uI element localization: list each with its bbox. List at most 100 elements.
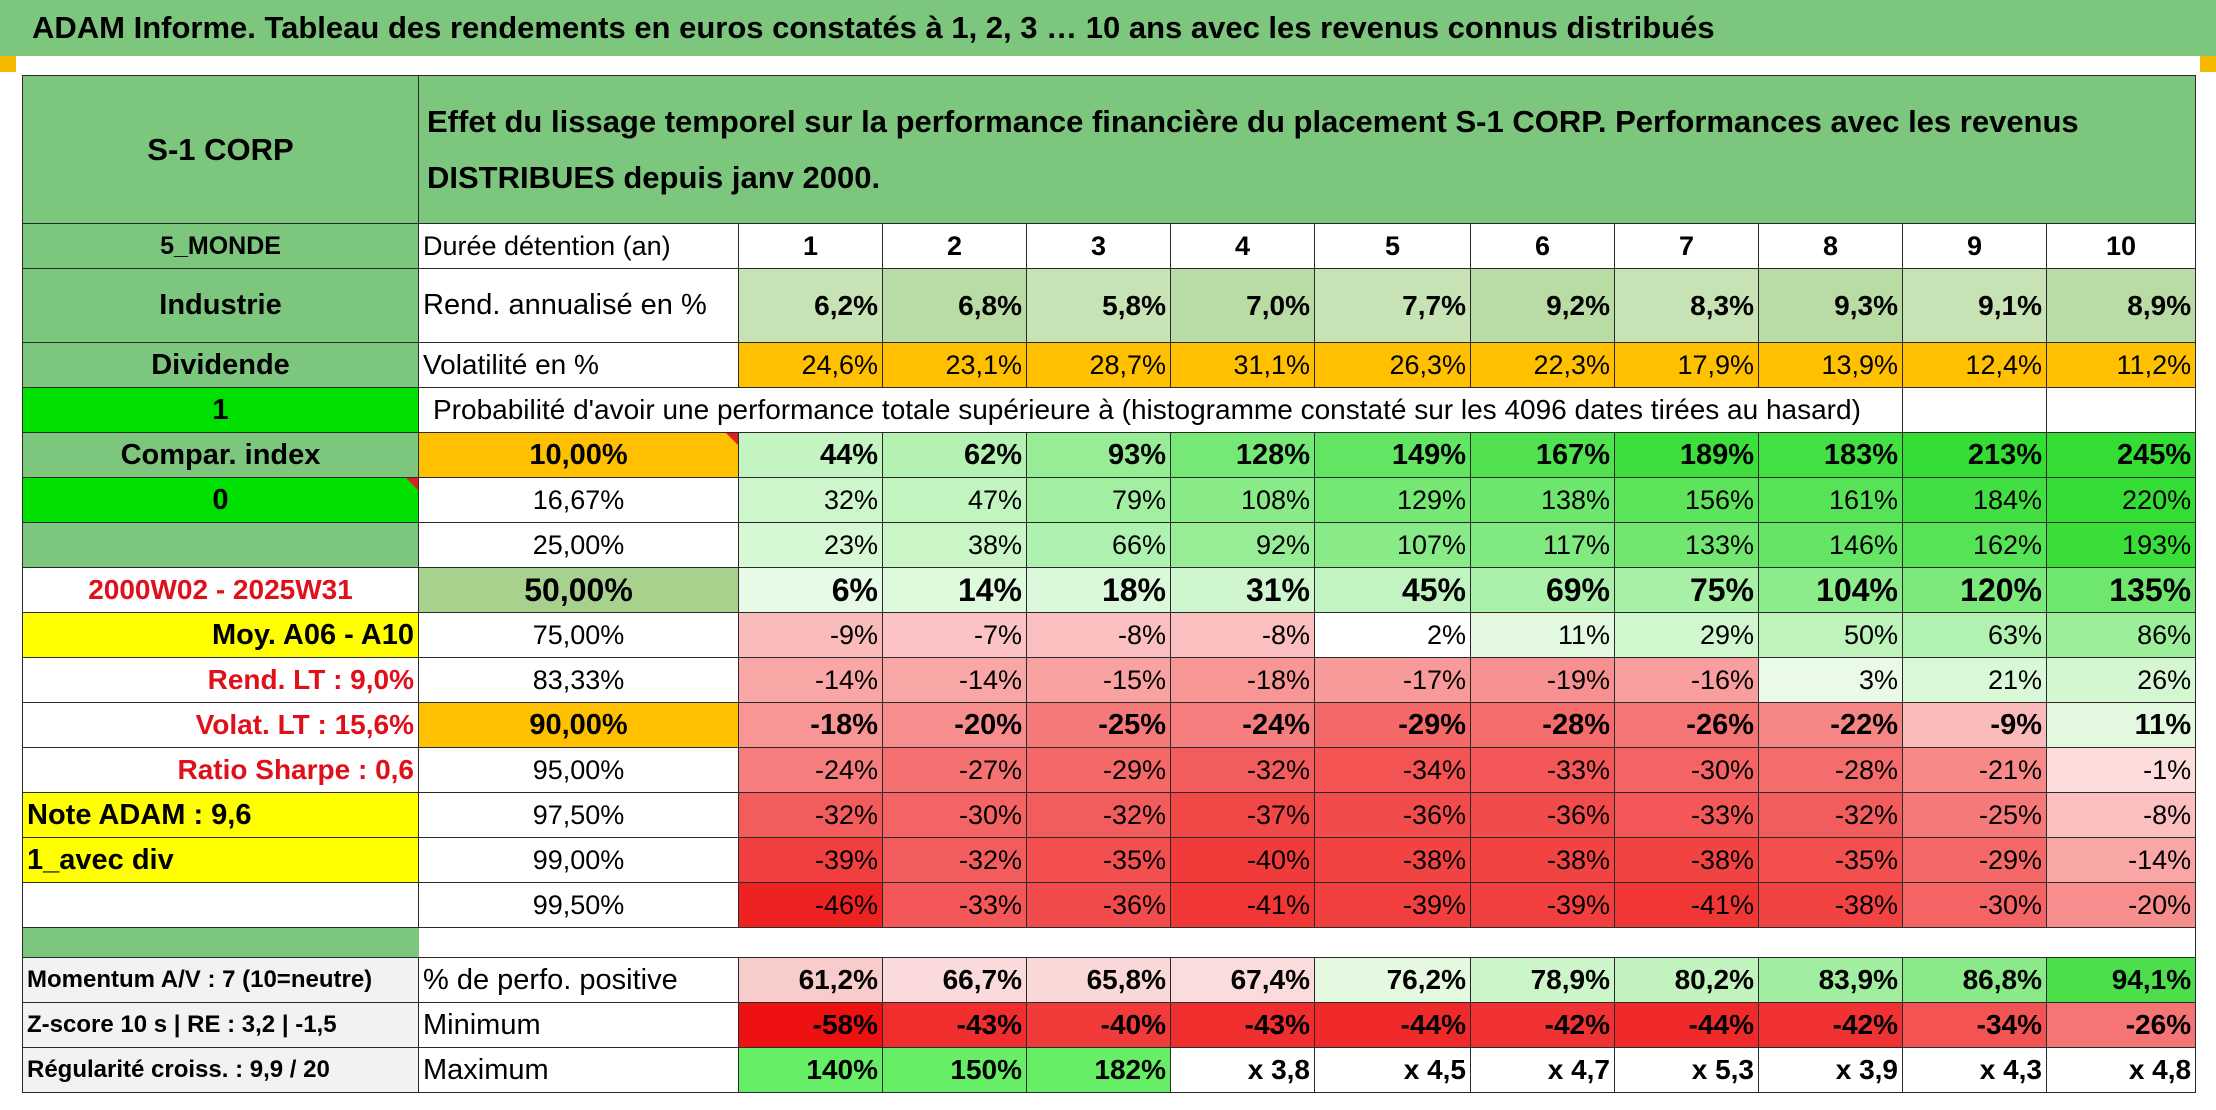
performance-cell: -15% [1026,657,1171,703]
summary-label: Moy. A06 - A10 [22,612,419,658]
performance-cell: -41% [1170,882,1315,928]
performance-cell: -34% [1314,747,1471,793]
spacer [22,927,419,958]
performance-cell: -38% [1470,837,1615,883]
performance-cell: -37% [1170,792,1315,838]
sector-label: Industrie [22,268,419,343]
metric-value: -42% [1758,1002,1903,1048]
metric-label: Minimum [418,1002,739,1048]
metric-value: 65,8% [1026,957,1171,1003]
metric-value: -26% [2045,1002,2197,1048]
summary-label [22,882,419,928]
performance-cell: 107% [1314,522,1471,568]
probability-level: 10,00% [418,432,739,478]
performance-cell: -24% [738,747,883,793]
metric-value: -44% [1614,1002,1759,1048]
metric-value: x 4,3 [1902,1047,2047,1093]
performance-cell: -17% [1314,657,1471,703]
header-description: Effet du lissage temporel sur la perform… [417,75,2197,224]
year-header: 4 [1170,223,1315,269]
summary-label: Rend. LT : 9,0% [22,657,419,703]
performance-cell: -1% [2045,747,2197,793]
performance-cell: -16% [1614,657,1759,703]
volatility: 31,1% [1170,342,1315,388]
metric-value: -44% [1314,1002,1471,1048]
metric-value: 66,7% [882,957,1027,1003]
performance-cell: -36% [1026,882,1171,928]
performance-cell: -41% [1614,882,1759,928]
summary-label: Note ADAM : 9,6 [22,792,419,838]
volat-label: Volatilité en % [418,342,739,388]
metric-value: 182% [1026,1047,1171,1093]
performance-cell: -30% [1614,747,1759,793]
performance-table: S-1 CORP Effet du lissage temporel sur la… [22,75,2197,1093]
performance-cell: -46% [738,882,883,928]
performance-cell: -27% [882,747,1027,793]
performance-cell: -33% [882,882,1027,928]
metric-value: -43% [882,1002,1027,1048]
performance-cell: 138% [1470,477,1615,523]
performance-cell: -38% [1614,837,1759,883]
region-label: 5_MONDE [22,223,419,269]
metric-value: x 4,8 [2045,1047,2197,1093]
performance-cell: 128% [1170,432,1315,478]
performance-cell: -14% [738,657,883,703]
performance-cell: 86% [2045,612,2197,658]
performance-cell: -20% [882,702,1027,748]
year-header: 3 [1026,223,1171,269]
performance-cell: -39% [1314,882,1471,928]
performance-cell: 156% [1614,477,1759,523]
performance-cell: -9% [1902,702,2047,748]
year-header: 1 [738,223,883,269]
performance-cell: -35% [1026,837,1171,883]
metric-value: -42% [1470,1002,1615,1048]
annual-return: 9,2% [1470,268,1615,343]
volatility: 26,3% [1314,342,1471,388]
performance-cell: 31% [1170,567,1315,613]
metric-value: -34% [1902,1002,2047,1048]
metric-value: 140% [738,1047,883,1093]
performance-cell: -25% [1026,702,1171,748]
performance-cell: -36% [1314,792,1471,838]
performance-cell: -38% [1314,837,1471,883]
performance-cell: 63% [1902,612,2047,658]
volatility: 23,1% [882,342,1027,388]
probability-level: 90,00% [418,702,739,748]
metric-value: 61,2% [738,957,883,1003]
volatility: 22,3% [1470,342,1615,388]
performance-cell: -32% [738,792,883,838]
summary-label: 0 [22,477,419,523]
annual-return: 6,8% [882,268,1027,343]
volatility: 24,6% [738,342,883,388]
volatility: 28,7% [1026,342,1171,388]
annual-return: 6,2% [738,268,883,343]
performance-cell: -39% [1470,882,1615,928]
performance-cell: -32% [1026,792,1171,838]
performance-cell: -24% [1170,702,1315,748]
performance-cell: -33% [1470,747,1615,793]
metric-value: x 4,5 [1314,1047,1471,1093]
performance-cell: 79% [1026,477,1171,523]
performance-cell: 50% [1758,612,1903,658]
performance-cell: 21% [1902,657,2047,703]
indicator-label: Z-score 10 s | RE : 3,2 | -1,5 [22,1002,419,1048]
metric-value: 94,1% [2045,957,2197,1003]
performance-cell: -36% [1470,792,1615,838]
annual-return: 7,0% [1170,268,1315,343]
year-header: 6 [1470,223,1615,269]
corner-marker [2200,56,2216,72]
performance-cell: -25% [1902,792,2047,838]
product-name: S-1 CORP [22,75,419,224]
metric-value: x 3,9 [1758,1047,1903,1093]
probability-level: 50,00% [418,567,739,613]
performance-cell: 183% [1758,432,1903,478]
performance-cell: -32% [882,837,1027,883]
performance-cell: 29% [1614,612,1759,658]
summary-label: 2000W02 - 2025W31 [22,567,419,613]
empty-cell [2045,387,2197,433]
year-header: 10 [2045,223,2197,269]
metric-label: Maximum [418,1047,739,1093]
performance-cell: 2% [1314,612,1471,658]
dividend-label: Dividende [22,342,419,388]
performance-cell: 146% [1758,522,1903,568]
